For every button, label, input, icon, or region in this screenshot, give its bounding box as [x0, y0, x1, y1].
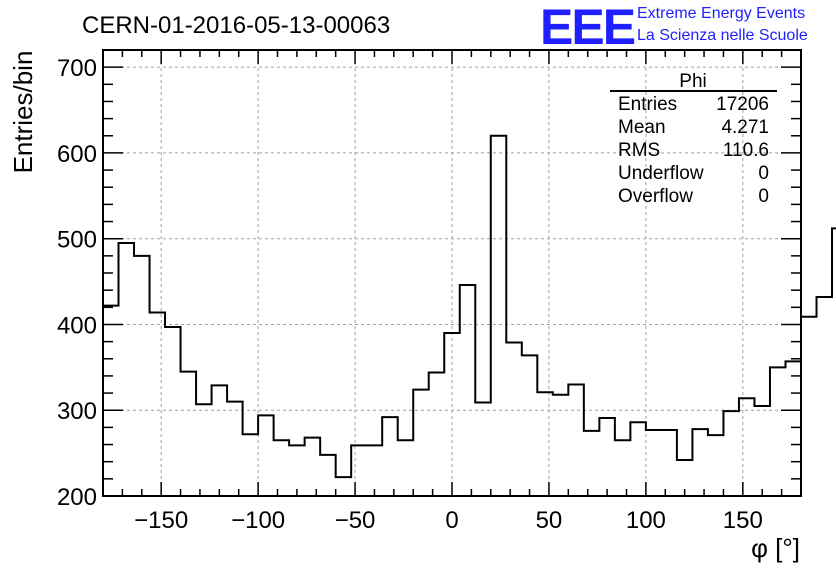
- histogram-bin: [336, 477, 352, 496]
- axis-ticks: −150 −100 −50 0 50 100 150 200 300 400 500 600 700: [57, 49, 802, 534]
- histogram-bin: [212, 385, 228, 496]
- x-tick-label: 0: [445, 507, 458, 534]
- histogram-bin: [630, 422, 646, 496]
- histogram-bin: [181, 372, 197, 496]
- histogram-bin: [754, 406, 770, 496]
- histogram-bin: [537, 392, 553, 496]
- y-tick-label: 400: [57, 312, 97, 339]
- histogram-bin: [103, 306, 119, 496]
- histogram-bin: [258, 415, 274, 496]
- histogram-bin: [785, 361, 801, 496]
- histogram-bin: [413, 390, 429, 496]
- histogram-bin: [460, 285, 476, 496]
- histogram-bin: [165, 327, 181, 496]
- histogram-bin: [832, 228, 836, 496]
- x-tick-label: −150: [134, 507, 188, 534]
- histogram-bin: [723, 411, 739, 496]
- stats-title: Phi: [679, 71, 706, 92]
- stats-label: Mean: [618, 117, 666, 138]
- histogram-bin: [274, 440, 290, 496]
- histogram-bin: [119, 243, 135, 496]
- y-tick-label: 300: [57, 398, 97, 425]
- y-axis-title: Entries/bin: [8, 51, 38, 174]
- stats-label: Overflow: [618, 186, 693, 207]
- histogram-bin: [692, 429, 708, 496]
- stats-value: 0: [758, 186, 769, 207]
- histogram-bin: [196, 404, 212, 496]
- stats-value: 0: [758, 163, 769, 184]
- histogram-bin: [770, 367, 786, 496]
- y-tick-label: 700: [57, 55, 97, 82]
- histogram-bin: [661, 430, 677, 496]
- histogram-bin: [320, 455, 336, 496]
- histogram-bin: [568, 385, 584, 497]
- histogram-bin: [382, 417, 398, 496]
- histogram-bin: [429, 372, 445, 496]
- histogram-bin: [289, 445, 305, 496]
- histogram-bin: [475, 403, 491, 496]
- grid-lines: [103, 50, 801, 496]
- histogram-bars: [103, 134, 836, 497]
- x-tick-label: −100: [231, 507, 285, 534]
- logo-line-1: Extreme Energy Events: [637, 5, 805, 22]
- histogram-bin: [398, 440, 414, 496]
- histogram-bin: [801, 317, 817, 496]
- eee-logo: EEE Extreme Energy Events La Scienza nel…: [540, 0, 808, 55]
- histogram-bin: [599, 418, 615, 496]
- chart-title: CERN-01-2016-05-13-00063: [82, 12, 390, 39]
- histogram-bin: [243, 434, 259, 496]
- histogram-outline: [103, 134, 836, 479]
- x-axis-title: φ [°]: [751, 533, 800, 563]
- logo-line-2: La Scienza nelle Scuole: [637, 27, 808, 44]
- histogram-bin: [553, 395, 569, 496]
- stats-label: Entries: [618, 94, 677, 115]
- histogram-bin: [506, 342, 522, 496]
- histogram-bin: [615, 440, 631, 496]
- histogram-bin: [522, 355, 538, 496]
- x-tick-label: −50: [335, 507, 376, 534]
- histogram-bin: [227, 402, 243, 496]
- histogram-bin: [134, 256, 150, 496]
- stats-value: 4.271: [721, 117, 769, 138]
- x-tick-label: 50: [536, 507, 563, 534]
- eee-logo-mark: EEE: [540, 0, 635, 55]
- y-tick-label: 500: [57, 227, 97, 254]
- stats-value: 17206: [716, 94, 769, 115]
- stats-label: RMS: [618, 140, 660, 161]
- histogram-bin: [584, 431, 600, 496]
- stats-box: Phi Entries 17206 Mean 4.271 RMS 110.6 Underfl…: [610, 71, 777, 207]
- histogram-bin: [305, 438, 321, 496]
- histogram-bin: [739, 398, 755, 496]
- y-tick-label: 600: [57, 141, 97, 168]
- histogram-bin: [817, 297, 833, 496]
- histogram-bin: [150, 312, 166, 496]
- stats-label: Underflow: [618, 163, 704, 184]
- x-tick-label: 150: [723, 507, 763, 534]
- histogram-bin: [646, 430, 662, 496]
- histogram-bin: [444, 333, 460, 496]
- stats-value: 110.6: [723, 140, 769, 161]
- histogram-bin: [351, 445, 367, 496]
- x-tick-label: 100: [626, 507, 666, 534]
- histogram-bin: [367, 445, 383, 496]
- histogram-bin: [708, 435, 724, 496]
- y-tick-label: 200: [57, 484, 97, 511]
- histogram-bin: [491, 136, 507, 496]
